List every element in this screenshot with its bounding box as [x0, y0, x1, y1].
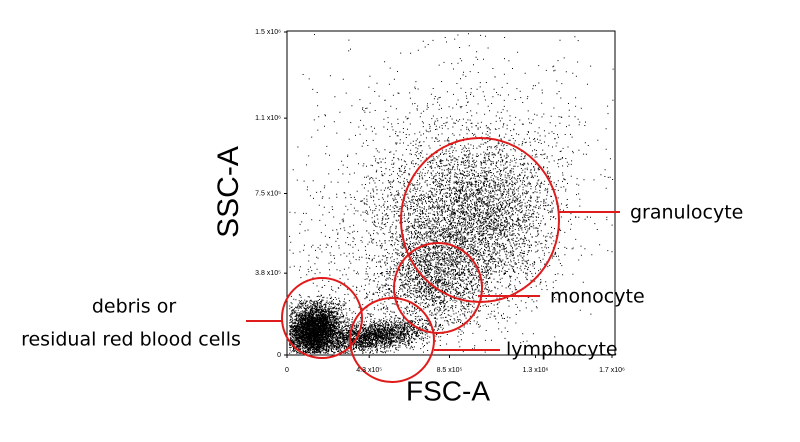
y-axis-title: SSC-A	[212, 146, 245, 238]
gate-label: residual red blood cells	[21, 329, 241, 351]
gate-circle	[393, 242, 483, 334]
gate-circle	[281, 277, 363, 359]
x-tick-label: 8.5 x10⁵	[437, 367, 463, 374]
gate-label: lymphocyte	[506, 339, 618, 361]
y-tick-label: 0	[277, 352, 281, 359]
y-tick-label: 3.8 x10⁵	[255, 270, 281, 277]
event-cloud	[289, 33, 614, 354]
x-axis-title: FSC-A	[406, 375, 490, 406]
gate-circle	[349, 297, 435, 383]
x-tick-label: 1.3 x10⁶	[523, 367, 549, 374]
y-tick-label: 7.5 x10⁵	[255, 190, 281, 197]
event-texture	[289, 33, 614, 354]
x-tick-label: 0	[285, 367, 289, 374]
x-tick-label: 1.7 x10⁶	[599, 367, 625, 374]
y-tick-label: 1.5 x10⁶	[255, 29, 281, 36]
gate-label: monocyte	[550, 286, 645, 308]
gate-label: granulocyte	[630, 202, 743, 224]
gate-label: debris or	[92, 296, 176, 318]
x-tick-label: 4.3 x10⁵	[356, 367, 382, 374]
y-tick-label: 1.1 x10⁶	[255, 115, 281, 122]
